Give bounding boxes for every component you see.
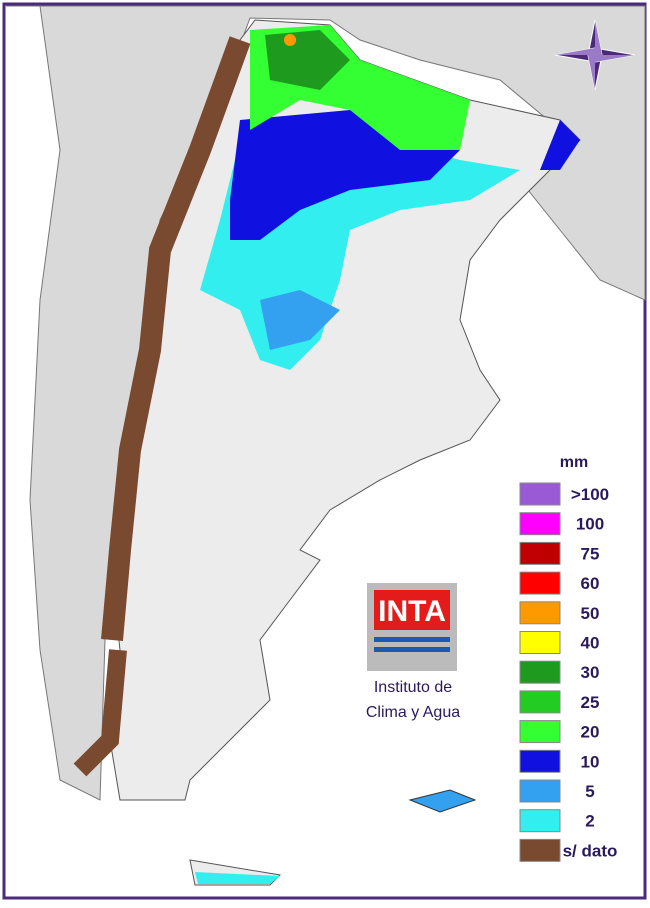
precip-area bbox=[260, 290, 340, 350]
legend-swatch bbox=[519, 601, 561, 625]
logo-stripe bbox=[374, 637, 450, 642]
legend-label: 5 bbox=[585, 782, 594, 801]
logo-name: INTA bbox=[378, 595, 446, 628]
malvinas bbox=[408, 789, 477, 813]
precip-area bbox=[195, 872, 280, 884]
legend-label: 20 bbox=[581, 723, 600, 742]
precip-area bbox=[540, 120, 580, 170]
legend-swatch bbox=[519, 512, 561, 536]
legend-label: 25 bbox=[581, 693, 600, 712]
precip-area bbox=[265, 30, 350, 90]
legend-swatch bbox=[519, 809, 561, 833]
legend-swatch bbox=[519, 571, 561, 595]
compass bbox=[554, 19, 636, 91]
legend: >100 100 75 60 50 40 30 25 20 10 5 2 s/ dato bbox=[519, 482, 618, 862]
legend-label: 40 bbox=[581, 634, 600, 653]
legend-label: 2 bbox=[585, 812, 594, 831]
legend-label: s/ dato bbox=[563, 841, 618, 860]
legend-swatch bbox=[519, 541, 561, 565]
legend-label: 60 bbox=[581, 574, 600, 593]
legend-swatch bbox=[519, 838, 561, 862]
legend-swatch bbox=[519, 779, 561, 803]
legend-swatch bbox=[519, 749, 561, 773]
legend-swatch bbox=[519, 720, 561, 744]
legend-label: 50 bbox=[581, 604, 600, 623]
logo-red bbox=[374, 590, 450, 630]
logo-caption: Clima y Agua bbox=[366, 704, 460, 721]
logo-caption: Instituto de bbox=[374, 679, 452, 696]
logo-stripe bbox=[374, 647, 450, 652]
legend-label: 100 bbox=[576, 515, 604, 534]
legend-swatch bbox=[519, 631, 561, 654]
legend-swatch bbox=[519, 482, 561, 506]
legend-unit: mm bbox=[560, 454, 588, 471]
legend-swatch bbox=[519, 660, 561, 684]
legend-label: 75 bbox=[581, 544, 600, 563]
legend-swatch bbox=[519, 690, 561, 714]
no-data-strip bbox=[101, 36, 251, 641]
no-data-strip bbox=[73, 649, 127, 777]
legend-label: 30 bbox=[581, 663, 600, 682]
legend-label: 10 bbox=[581, 752, 600, 771]
legend-label: >100 bbox=[571, 485, 609, 504]
precip-area bbox=[284, 34, 296, 46]
